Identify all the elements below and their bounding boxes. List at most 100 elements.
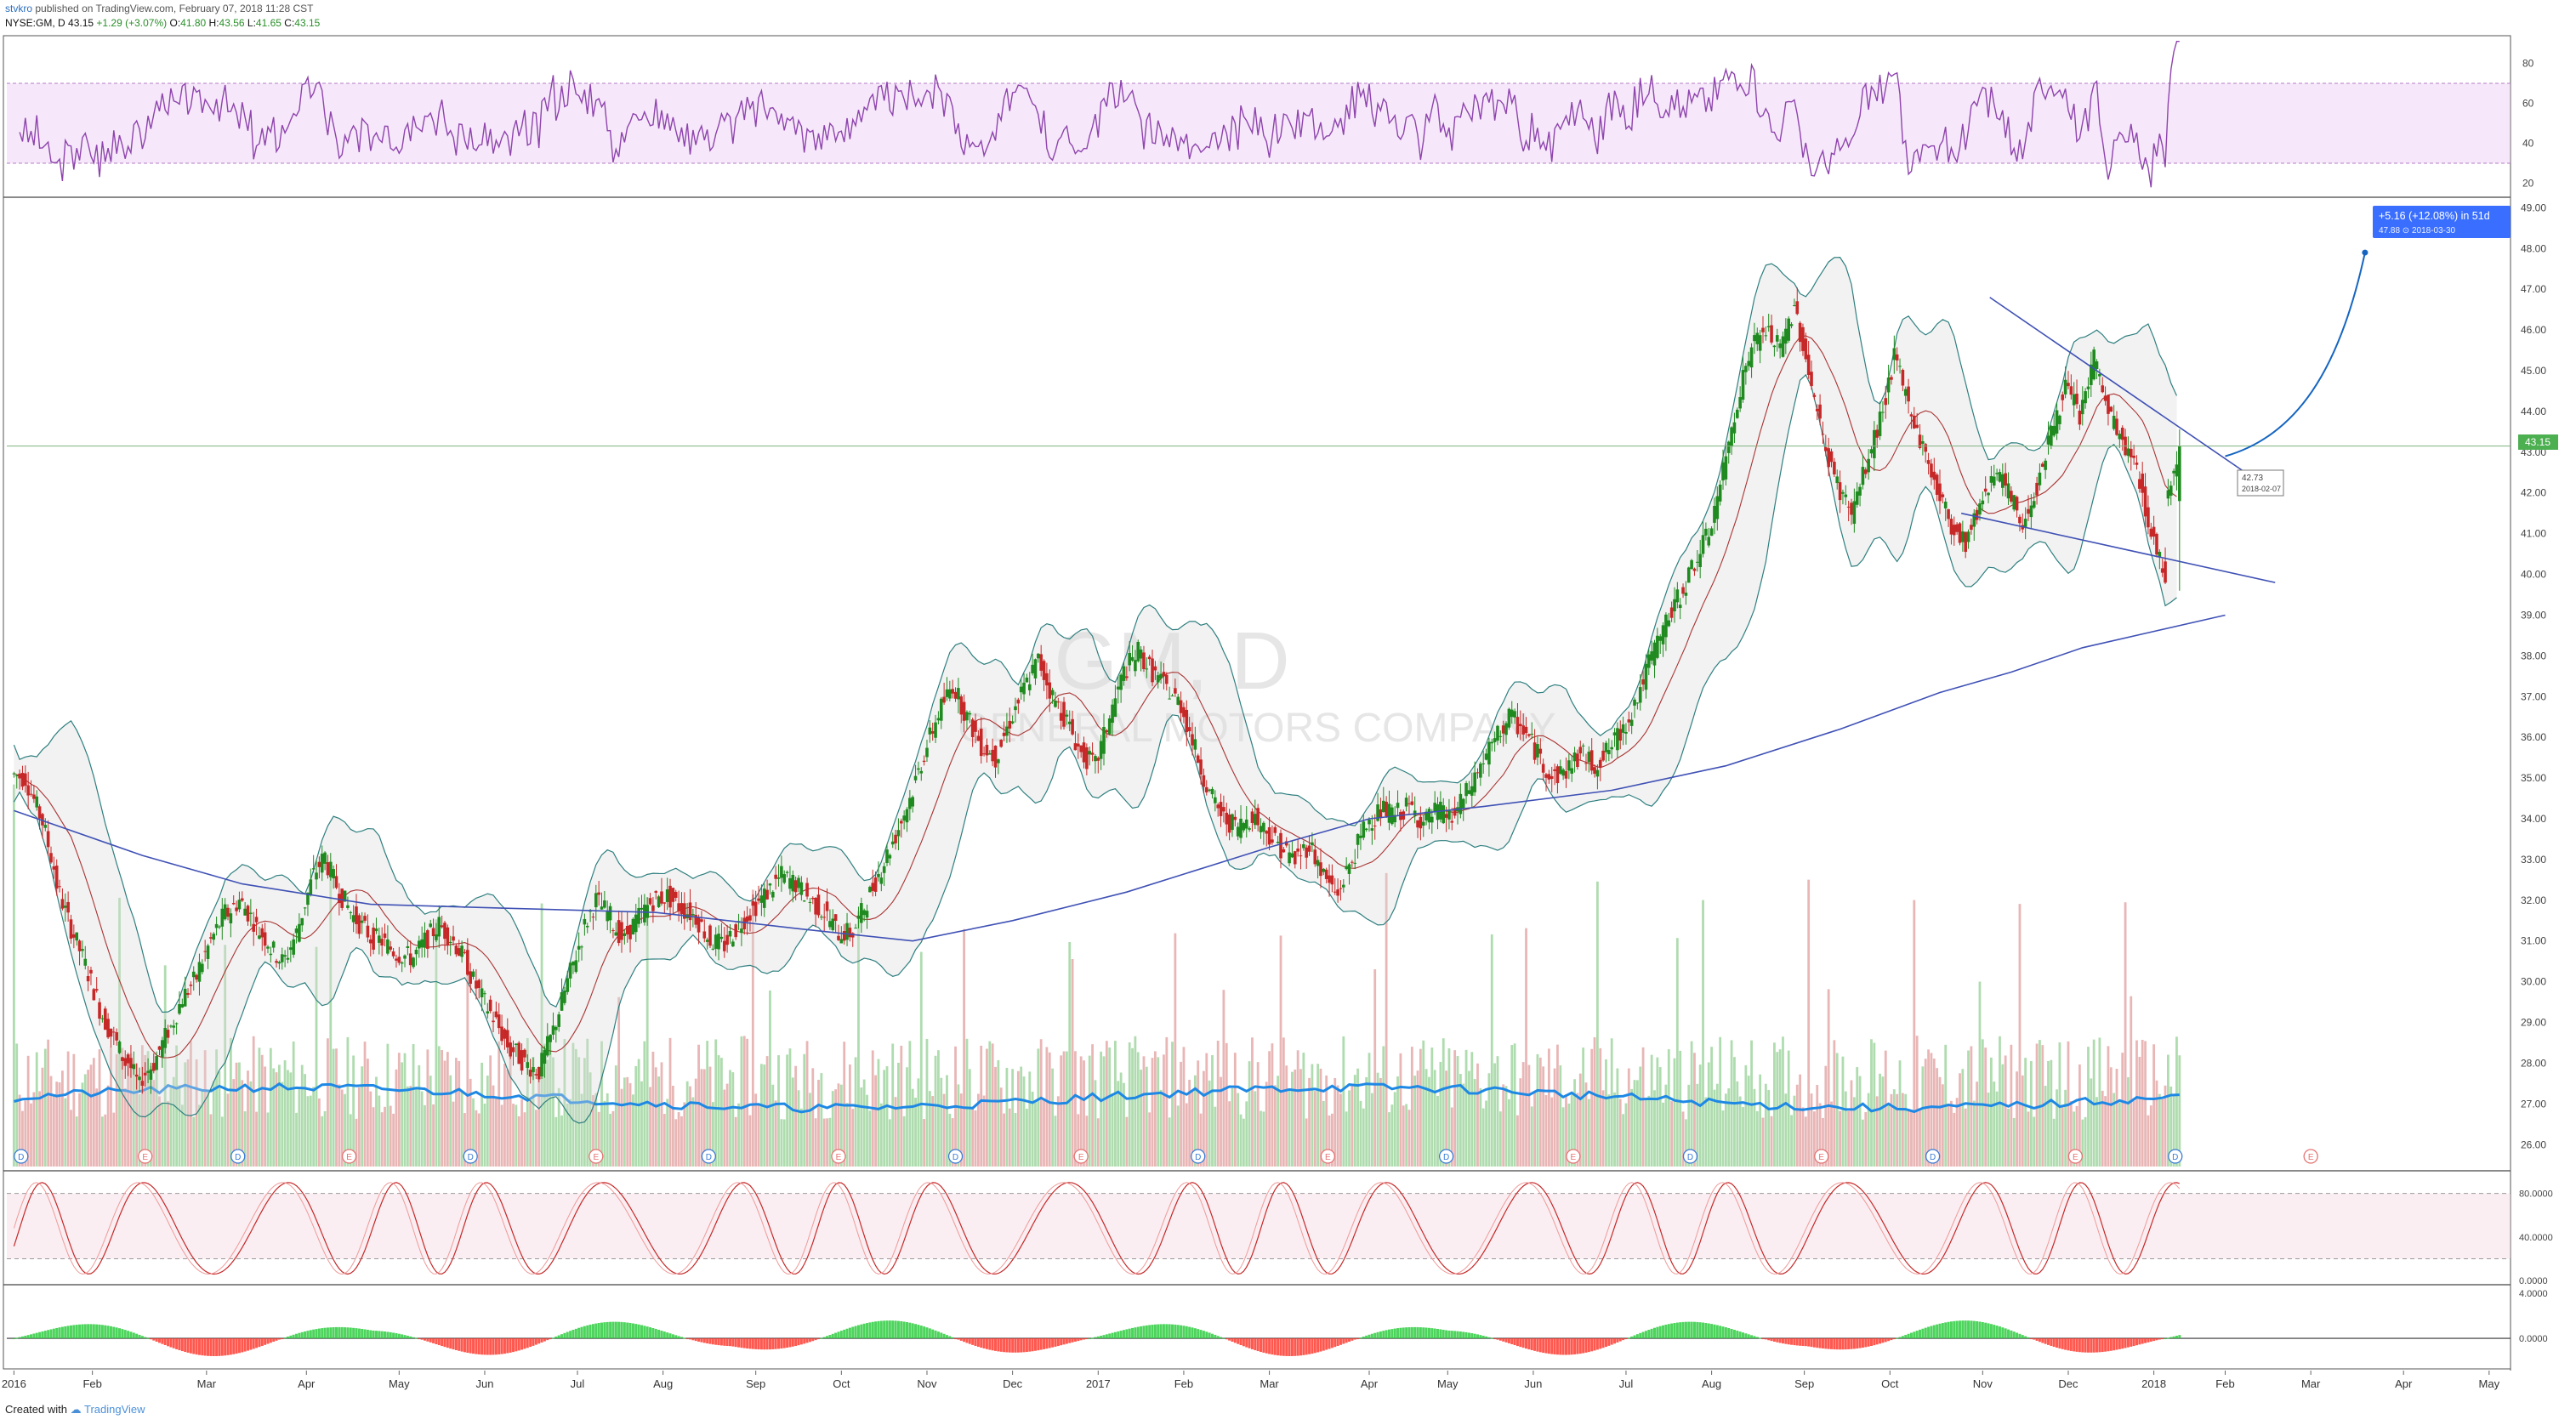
earnings-marker[interactable]: E xyxy=(1320,1149,1336,1164)
price-axis[interactable]: 26.0027.0028.0029.0030.0031.0032.0033.00… xyxy=(2521,202,2546,1150)
volume-bar xyxy=(1847,1110,1851,1167)
volume-bar xyxy=(498,1041,501,1167)
earnings-marker[interactable]: E xyxy=(1566,1149,1581,1164)
earnings-marker[interactable]: E xyxy=(589,1149,604,1164)
macd-histogram-bar xyxy=(1168,1324,1171,1339)
macd-histogram-bar xyxy=(1624,1338,1628,1340)
volume-bar xyxy=(426,1049,429,1167)
volume-bar xyxy=(862,1079,866,1167)
volume-bar xyxy=(1582,1047,1585,1167)
publisher-name[interactable]: stvkro xyxy=(5,3,33,14)
candle-body xyxy=(1844,494,1848,497)
macd-histogram-bar xyxy=(1970,1320,1973,1339)
macd-histogram-bar xyxy=(645,1326,649,1339)
dividend-marker[interactable]: D xyxy=(230,1149,246,1164)
volume-bar xyxy=(2107,1046,2110,1167)
macd-histogram-bar xyxy=(546,1338,549,1341)
macd-histogram-bar xyxy=(1858,1338,1862,1348)
macd-histogram-bar xyxy=(808,1338,811,1343)
macd-histogram-bar xyxy=(414,1337,418,1339)
volume-bar xyxy=(754,1093,758,1167)
candle-body xyxy=(894,834,897,843)
time-tick-label: Aug xyxy=(653,1377,673,1390)
dividend-marker[interactable]: D xyxy=(463,1149,478,1164)
candle-body xyxy=(1407,803,1411,804)
earnings-marker[interactable]: E xyxy=(2067,1149,2084,1164)
macd-histogram-bar xyxy=(1961,1320,1965,1339)
volume-bar xyxy=(352,1055,355,1167)
candle-body xyxy=(311,868,316,870)
candle-body xyxy=(12,773,16,775)
macd-histogram-bar xyxy=(1915,1331,1919,1339)
earnings-marker[interactable]: E xyxy=(1073,1149,1089,1164)
volume-bar xyxy=(1824,1065,1828,1167)
dividend-marker[interactable]: D xyxy=(14,1149,29,1164)
earnings-marker[interactable]: E xyxy=(341,1149,357,1164)
macd-histogram-bar xyxy=(132,1332,135,1339)
volume-bar xyxy=(968,1069,971,1167)
candle-body xyxy=(1692,568,1697,571)
candle-body xyxy=(1798,322,1802,343)
macd-histogram-bar xyxy=(1650,1328,1653,1339)
volume-bar xyxy=(1342,1036,1345,1167)
event-marker-circle xyxy=(463,1149,478,1164)
annotations[interactable]: +5.16 (+12.08%) in 51d 47.88 ⊙ 2018-03-3… xyxy=(2237,206,2558,497)
volume-bar xyxy=(1804,1116,1807,1167)
volume-bar xyxy=(1277,1076,1280,1167)
candle-body xyxy=(2069,386,2073,395)
volume-bar xyxy=(415,1087,418,1167)
time-axis[interactable]: 2016 Feb Mar Apr May Jun Jul Aug Sep Oct Nov Dec 201… xyxy=(2,1371,2500,1390)
volume-bar xyxy=(2095,1097,2098,1167)
volume-bar xyxy=(1268,1051,1271,1167)
candles[interactable] xyxy=(12,287,2181,1094)
earnings-marker[interactable]: E xyxy=(138,1149,153,1164)
candle-body xyxy=(2075,394,2078,405)
macd-histogram-bar xyxy=(1784,1338,1788,1344)
earnings-marker[interactable]: E xyxy=(1814,1149,1829,1164)
volume-bar xyxy=(822,1118,826,1167)
earnings-marker[interactable]: E xyxy=(2303,1149,2318,1164)
dividend-marker[interactable]: D xyxy=(1925,1149,1941,1164)
macd-histogram-bar xyxy=(1927,1326,1931,1339)
candle-body xyxy=(1983,488,1987,492)
macd-histogram-bar xyxy=(1365,1335,1368,1339)
dividend-marker[interactable]: D xyxy=(701,1149,716,1164)
high-label: H: xyxy=(208,17,219,29)
candle-body xyxy=(1199,759,1203,775)
earnings-marker[interactable]: E xyxy=(831,1149,846,1164)
dividend-marker[interactable]: D xyxy=(947,1149,964,1164)
projection-callout[interactable]: +5.16 (+12.08%) in 51d 47.88 ⊙ 2018-03-3… xyxy=(2373,206,2511,238)
macd-histogram-bar xyxy=(1687,1321,1691,1339)
volume-bar xyxy=(1573,1079,1576,1167)
dividend-marker[interactable]: D xyxy=(1438,1149,1454,1164)
macd-histogram-bar xyxy=(543,1338,546,1342)
volume-bar xyxy=(2152,1044,2156,1167)
volume-bar xyxy=(1413,1076,1417,1167)
macd-histogram-bar xyxy=(549,1338,552,1340)
macd-histogram-bar xyxy=(123,1330,127,1339)
candle-body xyxy=(1558,766,1562,775)
dividend-marker[interactable]: D xyxy=(1682,1149,1698,1164)
volume-bar xyxy=(1989,1057,1993,1167)
volume-bar xyxy=(1904,1093,1908,1167)
volume-bar xyxy=(1134,1036,1137,1167)
candle-body xyxy=(349,911,353,913)
volume-bar xyxy=(1822,1117,1824,1167)
symbol-name[interactable]: NYSE:GM, D xyxy=(5,17,65,29)
dividend-marker[interactable]: D xyxy=(2168,1149,2183,1164)
candle-body xyxy=(1484,753,1488,760)
candle-body xyxy=(1915,424,1919,429)
tradingview-logo[interactable]: ☁ TradingView xyxy=(70,1403,145,1416)
candle-body xyxy=(882,866,886,873)
volume-bar xyxy=(55,1082,59,1167)
dividend-marker[interactable]: D xyxy=(1191,1149,1206,1164)
volume-bar xyxy=(1496,1056,1499,1167)
candle-body xyxy=(1498,735,1503,737)
candle-body xyxy=(2160,568,2164,573)
candle-body xyxy=(1410,801,1414,805)
